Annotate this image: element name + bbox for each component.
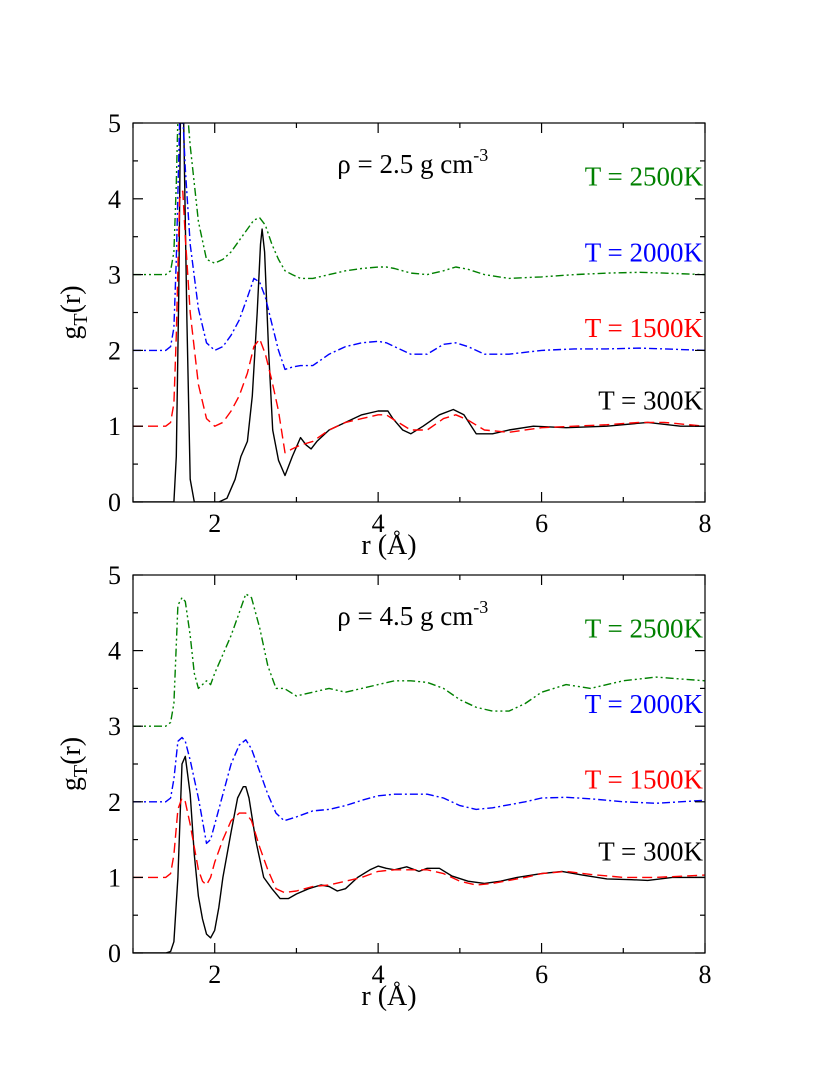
panel-top: 2 4 6 8 0 1 2 3 4 5 r (Å) gT(r) ρ = 2.5 g cm-3 T = 30… [56,109,712,561]
x-axis-title: r (Å) [361,530,416,561]
x-tick-label: 6 [535,960,548,989]
x-tick-label: 8 [699,509,712,538]
panel-bottom: 2 4 6 8 0 1 2 3 4 5 r (Å) gT(r) ρ = 4.5 g cm-3 T = 30… [56,561,712,1012]
series-line-t-2000k [133,736,705,845]
series-label: T = 300K [598,837,703,867]
density-annotation: ρ = 4.5 g cm-3 [337,597,488,631]
series-line-t-2500k [133,593,705,727]
series-label: T = 2000K [585,689,704,719]
series-line-t-1500k [133,190,705,454]
series-line-t-300k [133,755,705,953]
series-label: T = 1500K [585,313,704,343]
series-line-t-2000k [133,123,705,371]
series-label: T = 2000K [585,237,704,267]
y-tick-label: 4 [108,185,121,214]
y-tick-label: 1 [108,412,121,441]
x-tick-label: 2 [208,960,221,989]
density-annotation: ρ = 2.5 g cm-3 [337,145,488,179]
y-tick-label: 5 [108,561,121,590]
series-label: T = 2500K [585,162,704,192]
x-tick-label: 4 [372,509,385,538]
y-tick-label: 0 [108,488,121,517]
y-tick-label: 4 [108,637,121,666]
series-label: T = 300K [598,385,703,415]
y-tick-label: 2 [108,788,121,817]
series-label: T = 2500K [585,613,704,643]
x-tick-label: 6 [535,509,548,538]
y-axis-title: gT(r) [56,737,92,791]
x-tick-label: 8 [699,960,712,989]
series-label: T = 1500K [585,765,704,795]
y-tick-label: 5 [108,109,121,138]
x-axis-title: r (Å) [361,981,416,1012]
series-line-t-2500k [133,123,705,280]
x-tick-label: 4 [372,960,385,989]
y-axis-title: gT(r) [56,285,92,339]
y-tick-label: 0 [108,939,121,968]
series-line-t-1500k [133,797,705,894]
y-tick-label: 1 [108,863,121,892]
y-tick-label: 3 [108,261,121,290]
y-tick-label: 3 [108,712,121,741]
y-tick-label: 2 [108,336,121,365]
x-tick-label: 2 [208,509,221,538]
